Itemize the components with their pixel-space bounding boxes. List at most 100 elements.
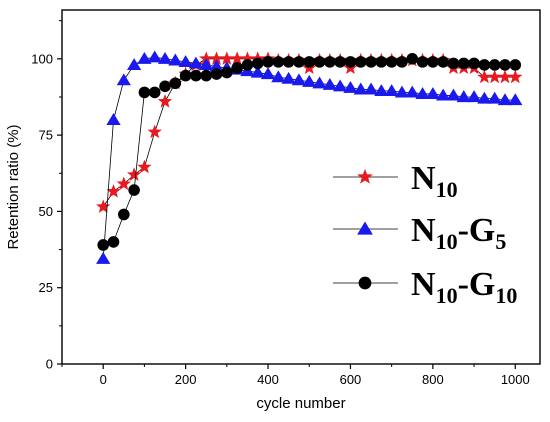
circle-point: [282, 56, 295, 68]
triangle-point: [271, 70, 286, 83]
circle-point: [148, 86, 161, 99]
circle-point: [313, 56, 326, 68]
circle-point: [97, 239, 110, 251]
triangle-point: [497, 93, 513, 106]
circle-point: [468, 57, 480, 70]
circle-point: [375, 56, 388, 68]
circle-point: [241, 59, 254, 71]
series-layer: [96, 50, 523, 264]
circle-point: [406, 53, 419, 65]
circle-point: [262, 56, 274, 68]
x-tick-label: 0: [100, 372, 107, 387]
legend-entry: N10: [333, 160, 458, 202]
star-point: [116, 176, 131, 191]
circle-point: [138, 86, 151, 99]
triangle-point: [281, 71, 296, 84]
x-tick-label: 800: [422, 372, 444, 387]
legend-label: N10-G10: [411, 266, 517, 308]
legend-marker: [357, 168, 373, 184]
triangle-point: [456, 90, 471, 103]
series-N10-G10: [97, 53, 522, 251]
star-point: [137, 159, 152, 174]
triangle-point: [374, 84, 389, 96]
triangle-point: [508, 93, 523, 106]
triangle-point: [260, 67, 276, 80]
star-point: [147, 124, 162, 139]
star-point: [157, 94, 173, 108]
legend-label: N10-G5: [411, 212, 506, 254]
circle-point: [251, 57, 264, 70]
circle-point: [509, 59, 522, 71]
y-axis-title: Retention ratio (%): [5, 124, 22, 249]
x-tick-label: 1000: [501, 372, 530, 387]
star-point: [487, 69, 502, 84]
y-tick-label: 0: [46, 357, 53, 372]
circle-point: [437, 56, 449, 68]
circle-point: [107, 236, 120, 248]
triangle-point: [436, 88, 451, 101]
triangle-point: [178, 55, 193, 67]
circle-point: [396, 56, 408, 68]
triangle-point: [302, 74, 317, 87]
triangle-point: [322, 77, 337, 90]
triangle-point: [394, 85, 410, 98]
circle-point: [457, 57, 470, 70]
legend-marker: [357, 221, 373, 235]
triangle-point: [487, 91, 502, 104]
star-point: [126, 167, 142, 181]
triangle-point: [126, 58, 142, 71]
star-point: [209, 51, 224, 65]
circle-point: [385, 56, 398, 68]
star-point: [240, 51, 255, 65]
star-point: [106, 184, 121, 198]
circle-point: [478, 59, 491, 71]
triangle-point: [405, 85, 420, 98]
triangle-point: [168, 53, 183, 66]
circle-point: [334, 56, 346, 68]
circle-point: [169, 77, 182, 90]
circle-point: [159, 80, 171, 93]
circle-point: [179, 69, 192, 82]
circle-point: [118, 208, 130, 221]
circle-point: [499, 59, 511, 71]
star-point: [96, 199, 111, 213]
circle-point: [416, 56, 429, 68]
circle-point: [128, 184, 140, 196]
triangle-point: [137, 52, 152, 64]
y-tick-label: 25: [39, 280, 53, 295]
legend-marker: [358, 276, 372, 290]
circle-point: [324, 56, 336, 68]
star-point: [230, 51, 245, 65]
y-tick-label: 50: [39, 204, 53, 219]
legend-entry: N10-G10: [333, 266, 517, 308]
circle-point: [200, 69, 213, 82]
triangle-point: [188, 56, 204, 69]
triangle-point: [147, 50, 162, 63]
triangle-point: [209, 59, 224, 72]
triangle-point: [477, 91, 492, 104]
legend-entry: N10-G5: [333, 212, 506, 254]
triangle-point: [116, 73, 131, 86]
circle-point: [272, 56, 285, 68]
circle-point: [293, 56, 305, 68]
triangle-point: [333, 79, 348, 92]
triangle-point: [250, 65, 265, 78]
x-axis-title: cycle number: [256, 395, 345, 412]
star-point: [477, 69, 492, 84]
star-point: [219, 51, 234, 65]
y-tick-label: 75: [39, 128, 53, 143]
y-tick-label: 100: [31, 51, 53, 66]
circle-point: [427, 56, 439, 68]
circle-point: [303, 56, 316, 68]
legend: N10 N10-G5 N10-G10: [333, 160, 517, 308]
triangle-point: [96, 251, 111, 264]
legend-label: N10: [411, 160, 458, 202]
x-tick-label: 600: [340, 372, 362, 387]
plot-frame: [61, 9, 541, 365]
series-N10-G5: [96, 50, 523, 264]
circle-point: [231, 62, 243, 74]
triangle-point: [353, 82, 368, 95]
circle-point: [210, 68, 223, 80]
circle-point: [447, 57, 460, 70]
triangle-point: [384, 84, 399, 96]
